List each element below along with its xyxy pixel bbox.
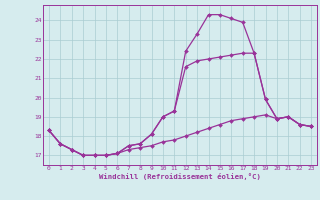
X-axis label: Windchill (Refroidissement éolien,°C): Windchill (Refroidissement éolien,°C) — [99, 173, 261, 180]
